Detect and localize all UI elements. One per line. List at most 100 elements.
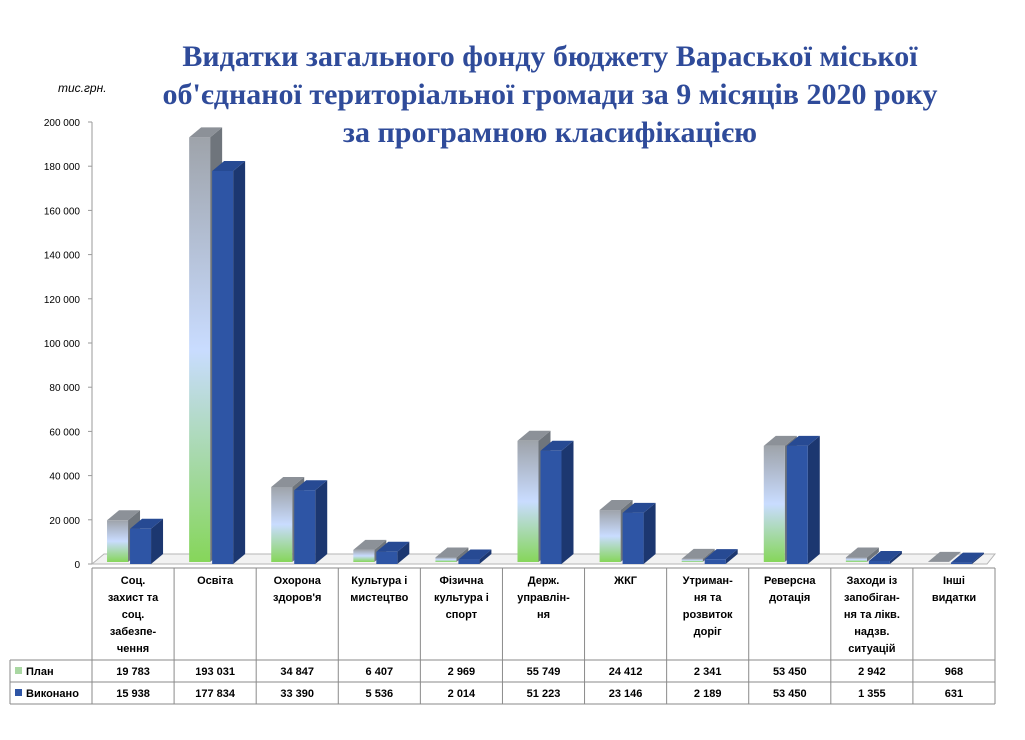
chart-bars (107, 127, 984, 564)
category-label-line: захист та (108, 592, 159, 604)
bar-done-side (725, 549, 738, 564)
bar-done-front (868, 561, 890, 564)
category-label-line: управлін- (517, 592, 570, 604)
bar-plan (927, 551, 961, 562)
bar-done-side (315, 480, 328, 564)
bar-plan-top (681, 548, 715, 559)
y-tick-label: 20 000 (49, 516, 80, 527)
y-tick-label: 180 000 (44, 162, 81, 173)
bar-done-top (868, 551, 902, 562)
bar-done-front (130, 528, 152, 564)
bar-plan-top (845, 547, 879, 558)
bar-done-front (950, 562, 972, 564)
category-label: Заходи із запобіган-ня та лікв. надзв. ситу… (844, 575, 900, 655)
bar-done (130, 518, 164, 564)
data-label-plan: 2 969 (448, 666, 476, 678)
bar-done-front (458, 559, 480, 564)
bar-plan-front (435, 557, 457, 562)
data-label-plan: 19 783 (116, 666, 150, 678)
data-label-plan: 34 847 (280, 666, 314, 678)
y-tick-label: 160 000 (44, 206, 81, 217)
bar-done (294, 480, 328, 564)
y-tick-label: 40 000 (49, 472, 80, 483)
bar-plan-top (763, 435, 797, 446)
data-label-plan: 968 (945, 666, 963, 678)
category-label: Інші видатки (932, 575, 976, 604)
bar-done-top (458, 549, 492, 560)
category-label: Охорона здоров'я (273, 575, 322, 604)
data-label-done: 1 355 (858, 688, 886, 700)
category-label-line: надзв. (854, 626, 889, 638)
bar-done-top (704, 549, 738, 560)
legend-label-plan: План (26, 666, 54, 678)
bar-done-top (130, 518, 164, 529)
category-label-line: Реверсна (764, 575, 816, 587)
bar-done-side (643, 502, 656, 564)
bar-plan-front (271, 486, 293, 562)
category-label: Реверсна дотація (764, 575, 816, 604)
bar-done-top (540, 440, 574, 451)
bar-done-side (233, 160, 246, 564)
bar-plan-top (353, 539, 387, 550)
category-label-line: Культура і (351, 575, 407, 587)
category-label: Культура і мистецтво (350, 575, 408, 604)
y-axis-unit-label: тис.грн. (58, 81, 107, 95)
category-label-line: ня (537, 609, 550, 621)
data-label-done: 51 223 (527, 688, 561, 700)
category-label-line: забезпе- (110, 626, 157, 638)
category-label-line: запобіган- (844, 592, 900, 604)
bar-done-front (622, 512, 644, 564)
bar-done-side (971, 552, 984, 564)
y-tick-label: 120 000 (44, 295, 81, 306)
bar-done (868, 551, 902, 564)
category-label: Освіта (197, 575, 234, 587)
bar-done-side (807, 435, 820, 564)
bar-done (540, 440, 574, 564)
bar-plan-top (599, 500, 633, 511)
chart-title-line-1: Видатки загального фонду бюджету Вараськ… (182, 40, 918, 73)
bar-done-top (786, 435, 820, 446)
data-label-done: 5 536 (366, 688, 394, 700)
data-label-done: 2 014 (448, 688, 476, 700)
bar-plan-side (456, 547, 469, 562)
bar-done-top (294, 480, 328, 491)
bar-plan-top (927, 551, 961, 562)
category-label-line: культура і (434, 592, 489, 604)
category-label: ЖКГ (613, 575, 638, 587)
bar-done (704, 549, 738, 564)
category-label-line: доріг (694, 626, 722, 638)
y-tick-label: 200 000 (44, 118, 81, 129)
bar-plan-front (353, 549, 375, 562)
data-label-done: 53 450 (773, 688, 807, 700)
category-label-line: дотація (769, 592, 810, 604)
data-label-done: 23 146 (609, 688, 643, 700)
category-label-line: ня та (694, 592, 723, 604)
data-label-plan: 53 450 (773, 666, 807, 678)
category-label-line: ситуацій (848, 643, 895, 655)
bar-plan-front (599, 510, 621, 562)
legend-label-done: Виконано (26, 688, 79, 700)
legend-key-done (15, 689, 22, 696)
chart-title-line-3: за програмною класифікацією (342, 116, 758, 149)
bar-plan-top (435, 547, 469, 558)
bar-done (376, 541, 410, 564)
chart-title-line-2: об'єднаної територіальної громади за 9 м… (162, 78, 938, 111)
bar-done-top (376, 541, 410, 552)
bar-plan-top (517, 430, 551, 441)
bar-done-front (376, 551, 398, 564)
y-tick-label: 100 000 (44, 339, 81, 350)
data-label-plan: 24 412 (609, 666, 643, 678)
bar-done-front (540, 450, 562, 564)
bar-done (212, 160, 246, 564)
category-label-line: Заходи із (846, 575, 897, 587)
category-label-line: розвиток (683, 609, 733, 621)
data-label-done: 631 (945, 688, 963, 700)
data-label-plan: 193 031 (195, 666, 235, 678)
category-label: Утриман-ня та розвиток доріг (683, 575, 733, 638)
category-label-line: Держ. (528, 575, 560, 587)
bar-plan-front (189, 137, 211, 562)
bar-plan-top (271, 476, 305, 487)
category-label-line: ня та лікв. (844, 609, 900, 621)
bar-plan-front (517, 440, 539, 562)
